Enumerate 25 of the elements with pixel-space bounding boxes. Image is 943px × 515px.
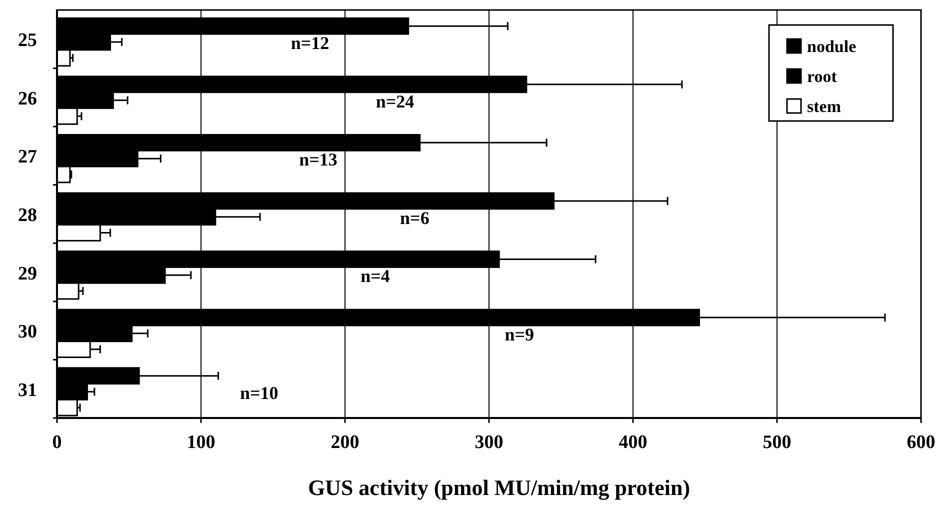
x-tick-label: 100 bbox=[186, 432, 216, 453]
annotation: n=13 bbox=[299, 150, 338, 170]
x-tick-label: 200 bbox=[330, 432, 360, 453]
annotation: n=12 bbox=[290, 33, 330, 54]
x-tick-label: 500 bbox=[762, 432, 792, 453]
y-tick-label: 28 bbox=[18, 205, 37, 226]
annotation: n=9 bbox=[504, 324, 534, 344]
y-tick-label: 29 bbox=[18, 263, 37, 284]
annotation: n=6 bbox=[400, 208, 430, 228]
x-tick-label: 300 bbox=[474, 432, 504, 453]
x-tick-label: 600 bbox=[906, 432, 936, 453]
legend-label: stem bbox=[807, 97, 841, 116]
y-tick-label: 26 bbox=[18, 88, 37, 110]
y-tick-label: 30 bbox=[18, 322, 37, 343]
legend-label: root bbox=[807, 67, 838, 86]
legend-label: nodule bbox=[807, 37, 857, 56]
y-tick-label: 27 bbox=[18, 146, 38, 168]
x-axis-title: GUS activity (pmol MU/min/mg protein) bbox=[308, 475, 690, 500]
x-tick-label: 400 bbox=[618, 432, 648, 453]
y-tick-label: 31 bbox=[18, 380, 37, 401]
y-tick-label: 25 bbox=[18, 30, 37, 52]
annotation: n=24 bbox=[376, 91, 414, 112]
x-tick-label: 0 bbox=[52, 432, 62, 453]
annotation: n=10 bbox=[240, 382, 278, 403]
annotation: n=4 bbox=[360, 266, 390, 286]
